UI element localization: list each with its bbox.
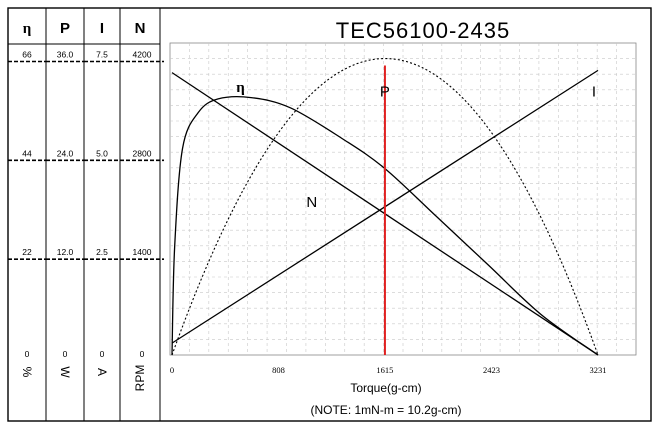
x-axis-label: Torque(g-cm) xyxy=(350,381,421,395)
unit-label: W xyxy=(58,366,72,378)
chart-title: TEC56100-2435 xyxy=(336,18,510,43)
series-label: N xyxy=(306,194,317,211)
x-tick-label: 2423 xyxy=(483,365,500,375)
x-tick-label: 3231 xyxy=(590,365,607,375)
tick-label: 2.5 xyxy=(96,247,108,257)
tick-label: 0 xyxy=(100,349,105,359)
tick-label: 5.0 xyxy=(96,148,108,158)
x-tick-label: 808 xyxy=(272,365,285,375)
series-label: P xyxy=(380,84,390,101)
tick-label: 0 xyxy=(63,349,68,359)
tick-label: 36.0 xyxy=(57,50,74,60)
tick-label: 2800 xyxy=(133,148,152,158)
tick-label: 44 xyxy=(22,148,32,158)
unit-label: A xyxy=(95,368,109,376)
x-tick-label: 0 xyxy=(170,365,174,375)
tick-label: 24.0 xyxy=(57,148,74,158)
tick-label: 7.5 xyxy=(96,50,108,60)
column-header: P xyxy=(60,20,70,37)
column-header: N xyxy=(135,20,146,37)
tick-label: 0 xyxy=(140,349,145,359)
unit-note: (NOTE: 1mN-m = 10.2g-cm) xyxy=(310,403,461,417)
series-line-power xyxy=(171,57,599,356)
tick-label: 12.0 xyxy=(57,247,74,257)
column-header: I xyxy=(100,20,104,37)
series-label: I xyxy=(592,84,596,101)
tick-label: 22 xyxy=(22,247,32,257)
tick-label: 4200 xyxy=(133,50,152,60)
series-label: η xyxy=(236,80,245,96)
tick-label: 0 xyxy=(25,349,30,359)
unit-label: RPM xyxy=(133,365,147,392)
x-tick-label: 1615 xyxy=(376,365,393,375)
tick-label: 1400 xyxy=(133,247,152,257)
column-header: η xyxy=(23,21,32,37)
unit-label: % xyxy=(20,367,34,378)
tick-label: 66 xyxy=(22,50,32,60)
series-line-efficiency xyxy=(171,96,599,356)
